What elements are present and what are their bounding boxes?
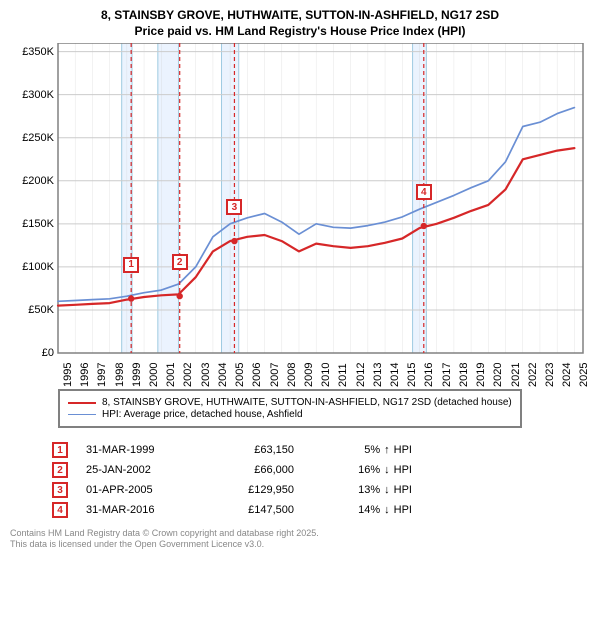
x-tick-label: 1999 — [131, 363, 143, 387]
transaction-row: 4 31-MAR-2016 £147,500 14%HPI — [52, 502, 590, 518]
footer-line-1: Contains HM Land Registry data © Crown c… — [10, 528, 590, 539]
arrow-down-icon — [384, 484, 390, 496]
transaction-row: 2 25-JAN-2002 £66,000 16%HPI — [52, 462, 590, 478]
x-tick-label: 2017 — [441, 363, 453, 387]
sale-marker-1: 1 — [123, 257, 139, 273]
x-tick-label: 2004 — [217, 363, 229, 387]
transaction-price: £129,950 — [214, 484, 294, 496]
x-tick-label: 2023 — [544, 363, 556, 387]
legend-swatch — [68, 414, 96, 415]
transaction-marker: 4 — [52, 502, 68, 518]
x-tick-label: 2000 — [148, 363, 160, 387]
y-tick-label: £150K — [10, 218, 54, 230]
legend-swatch — [68, 402, 96, 404]
transaction-date: 01-APR-2005 — [86, 484, 196, 496]
y-axis-labels: £0£50K£100K£150K£200K£250K£300K£350K — [10, 43, 54, 353]
x-tick-label: 1996 — [79, 363, 91, 387]
x-tick-label: 2009 — [303, 363, 315, 387]
x-tick-label: 2008 — [286, 363, 298, 387]
x-tick-label: 2006 — [251, 363, 263, 387]
y-tick-label: £0 — [10, 347, 54, 359]
x-tick-label: 2011 — [337, 364, 349, 388]
attribution-footer: Contains HM Land Registry data © Crown c… — [10, 528, 590, 551]
footer-line-2: This data is licensed under the Open Gov… — [10, 539, 590, 550]
chart-container: £0£50K£100K£150K£200K£250K£300K£350K 123… — [10, 43, 590, 353]
x-tick-label: 2020 — [492, 363, 504, 387]
y-tick-label: £200K — [10, 175, 54, 187]
legend-item: HPI: Average price, detached house, Ashf… — [68, 409, 512, 420]
x-tick-label: 2019 — [475, 363, 487, 387]
x-tick-label: 2015 — [406, 363, 418, 387]
y-tick-label: £250K — [10, 132, 54, 144]
x-tick-label: 2025 — [578, 363, 590, 387]
x-tick-label: 2001 — [165, 363, 177, 387]
transactions-table: 1 31-MAR-1999 £63,150 5%HPI 2 25-JAN-2002 £66,… — [52, 438, 590, 522]
x-tick-label: 2010 — [320, 363, 332, 387]
sale-marker-2: 2 — [172, 254, 188, 270]
x-tick-label: 1998 — [114, 363, 126, 387]
transaction-price: £66,000 — [214, 464, 294, 476]
transaction-price: £147,500 — [214, 504, 294, 516]
transaction-pct-vs-hpi: 13%HPI — [312, 484, 412, 496]
y-tick-label: £350K — [10, 46, 54, 58]
x-tick-label: 2022 — [527, 363, 539, 387]
x-tick-label: 1997 — [96, 363, 108, 387]
transaction-marker: 1 — [52, 442, 68, 458]
legend-label: 8, STAINSBY GROVE, HUTHWAITE, SUTTON-IN-… — [102, 397, 512, 408]
legend-label: HPI: Average price, detached house, Ashf… — [102, 409, 303, 420]
x-tick-label: 2003 — [200, 363, 212, 387]
y-tick-label: £50K — [10, 304, 54, 316]
x-tick-label: 2016 — [423, 363, 435, 387]
x-tick-label: 2018 — [458, 363, 470, 387]
plot-area — [10, 43, 591, 355]
arrow-down-icon — [384, 504, 390, 516]
transaction-price: £63,150 — [214, 444, 294, 456]
y-tick-label: £300K — [10, 89, 54, 101]
transaction-pct-vs-hpi: 14%HPI — [312, 504, 412, 516]
y-tick-label: £100K — [10, 261, 54, 273]
x-tick-label: 2005 — [234, 363, 246, 387]
legend: 8, STAINSBY GROVE, HUTHWAITE, SUTTON-IN-… — [58, 389, 522, 428]
x-tick-label: 2012 — [355, 363, 367, 387]
transaction-date: 25-JAN-2002 — [86, 464, 196, 476]
chart-title-block: 8, STAINSBY GROVE, HUTHWAITE, SUTTON-IN-… — [10, 8, 590, 39]
legend-item: 8, STAINSBY GROVE, HUTHWAITE, SUTTON-IN-… — [68, 397, 512, 408]
transaction-row: 3 01-APR-2005 £129,950 13%HPI — [52, 482, 590, 498]
x-tick-label: 2013 — [372, 363, 384, 387]
transaction-marker: 3 — [52, 482, 68, 498]
page-root: 8, STAINSBY GROVE, HUTHWAITE, SUTTON-IN-… — [0, 0, 600, 620]
title-line-1: 8, STAINSBY GROVE, HUTHWAITE, SUTTON-IN-… — [10, 8, 590, 24]
x-tick-label: 2002 — [182, 363, 194, 387]
x-tick-label: 1995 — [62, 363, 74, 387]
x-tick-label: 2024 — [561, 363, 573, 387]
transaction-pct-vs-hpi: 16%HPI — [312, 464, 412, 476]
x-tick-label: 2007 — [269, 363, 281, 387]
x-tick-label: 2021 — [510, 363, 522, 387]
transaction-date: 31-MAR-2016 — [86, 504, 196, 516]
x-tick-label: 2014 — [389, 363, 401, 387]
arrow-up-icon — [384, 444, 390, 456]
sale-marker-3: 3 — [226, 199, 242, 215]
title-line-2: Price paid vs. HM Land Registry's House … — [10, 24, 590, 40]
arrow-down-icon — [384, 464, 390, 476]
transaction-date: 31-MAR-1999 — [86, 444, 196, 456]
transaction-pct-vs-hpi: 5%HPI — [312, 444, 412, 456]
sale-marker-4: 4 — [416, 184, 432, 200]
transaction-marker: 2 — [52, 462, 68, 478]
transaction-row: 1 31-MAR-1999 £63,150 5%HPI — [52, 442, 590, 458]
